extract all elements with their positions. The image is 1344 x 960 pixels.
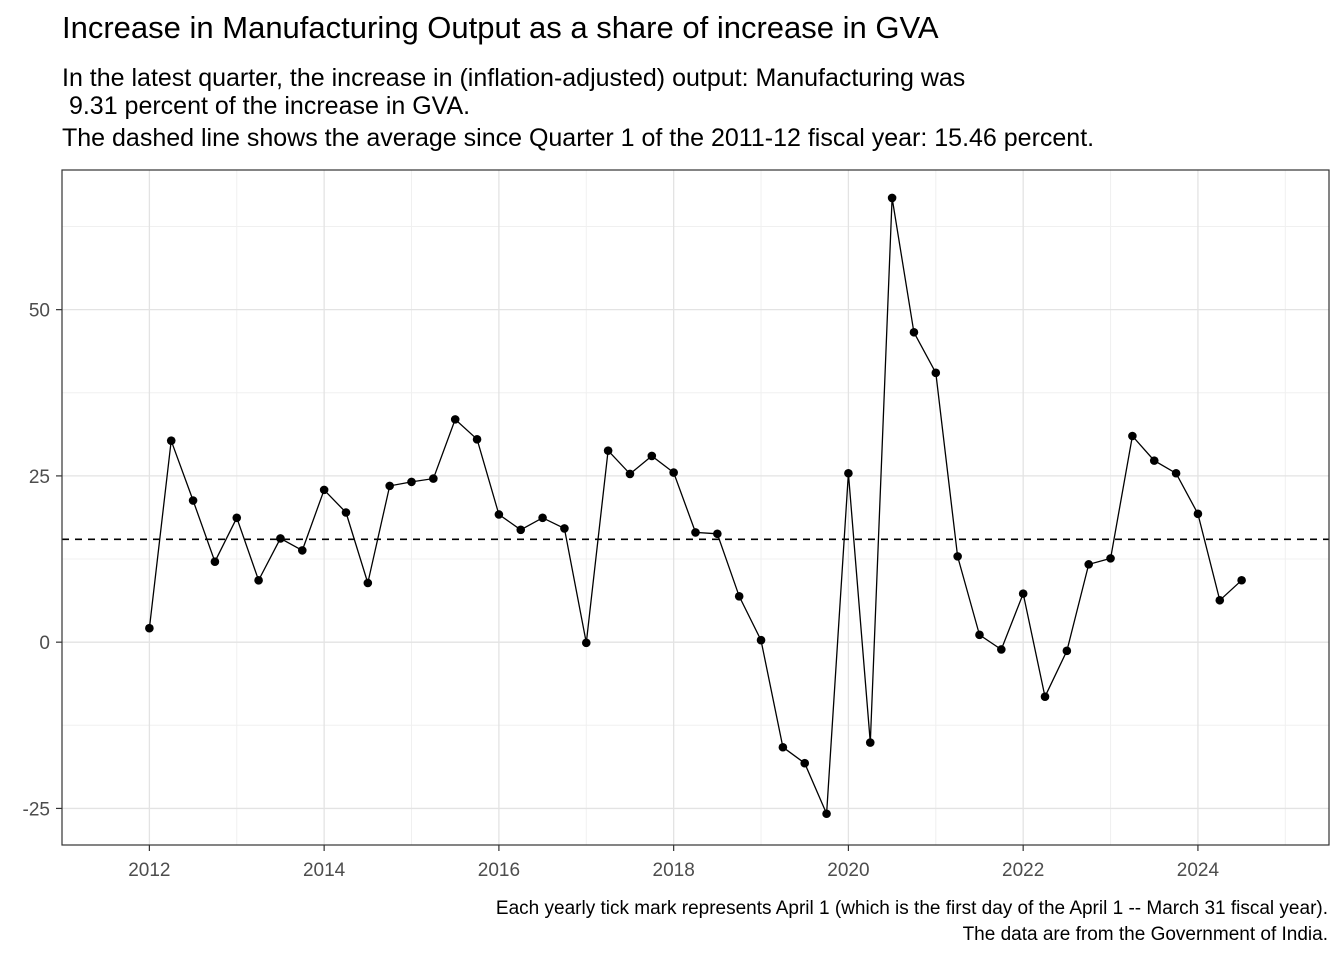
data-point [1215,595,1225,605]
data-point [319,485,329,495]
data-point [713,529,722,539]
data-point [188,496,198,505]
chart-subtitle-line-3: The dashed line shows the average since … [62,124,1095,152]
y-tick-label: -25 [23,799,50,820]
data-point [1106,554,1115,563]
caption-line-2: The data are from the Government of Indi… [962,924,1328,945]
x-tick-label: 2012 [128,860,170,881]
chart-subtitle-line-2: 9.31 percent of the increase in GVA. [62,92,471,120]
data-point [778,742,788,752]
data-point [1062,646,1072,656]
x-tick-label: 2020 [827,860,869,881]
chart-title: Increase in Manufacturing Output as a sh… [62,10,939,45]
x-tick-label: 2018 [653,860,695,881]
data-point [625,469,635,479]
data-point [1193,509,1203,519]
data-point [1018,589,1028,598]
data-point [472,435,482,444]
data-point [407,477,416,487]
data-point [494,510,504,519]
data-point [166,436,176,445]
line-chart: 2012 2014 2016 2018 2020 2022 2024 -25 0 25 50 [23,169,1330,881]
data-point [1237,575,1246,585]
data-point [560,524,569,533]
x-tick-label: 2024 [1177,860,1220,881]
data-series [145,193,1246,819]
x-tick-label: 2022 [1002,860,1044,881]
data-point [844,468,853,478]
data-point [997,645,1006,654]
data-point [232,513,242,523]
grid-minor [61,170,1329,845]
data-point [669,468,678,477]
data-point [909,327,919,337]
data-point [1084,560,1094,569]
data-point [931,368,941,378]
data-point [341,508,351,517]
data-point [385,481,394,491]
data-point [363,578,373,588]
data-point [516,525,526,535]
data-point [887,193,897,203]
data-point [297,546,307,555]
plot-panel [62,170,1329,845]
caption-line-1: Each yearly tick mark represents April 1… [495,898,1328,919]
data-point [450,415,460,424]
x-tick-label: 2014 [303,860,346,881]
y-tick-label: 0 [39,633,50,654]
data-point [953,552,962,561]
data-point [145,623,154,633]
data-point [581,638,591,648]
data-point [734,591,744,601]
data-point [865,738,875,747]
data-point [429,474,438,483]
x-tick-label: 2016 [478,860,520,881]
grid-major [62,170,1329,845]
data-point [276,534,285,543]
data-point [756,635,766,645]
data-point [603,446,613,455]
data-point [800,758,810,768]
data-point [975,630,984,640]
data-point [254,576,263,585]
data-point [647,451,657,461]
axes: 2012 2014 2016 2018 2020 2022 2024 -25 0 25 50 [23,169,1330,881]
data-point [538,513,547,523]
y-tick-label: 25 [29,467,50,488]
data-point [210,557,220,566]
data-point [691,528,700,537]
data-point [1149,456,1159,465]
chart-subtitle-line-1: In the latest quarter, the increase in (… [62,64,966,92]
data-point [1128,431,1137,441]
plot-border [61,169,1330,846]
data-point [1171,468,1181,478]
y-tick-label: 50 [29,301,50,322]
data-point [822,809,831,819]
data-point [1040,692,1050,701]
